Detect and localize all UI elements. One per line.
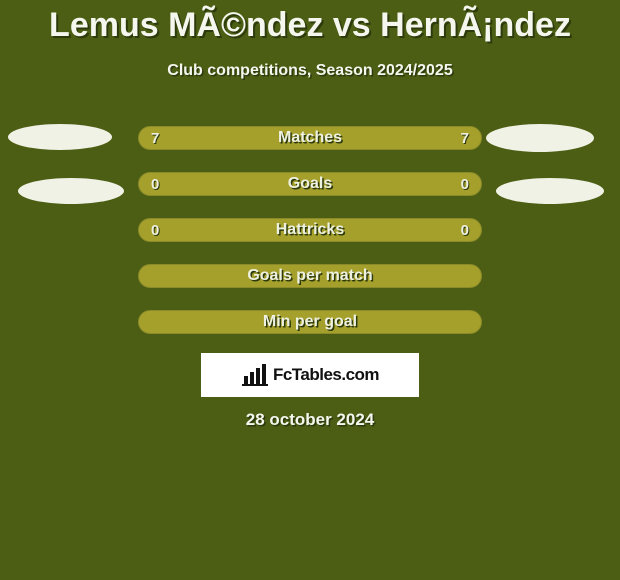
stat-label: Min per goal <box>139 313 481 331</box>
stat-label: Matches <box>139 129 481 147</box>
bar-chart-icon <box>241 364 269 386</box>
stat-label: Goals <box>139 175 481 193</box>
stat-label: Hattricks <box>139 221 481 239</box>
stat-bar-goals-per-match: Goals per match <box>138 264 482 288</box>
page-subtitle: Club competitions, Season 2024/2025 <box>0 62 620 80</box>
stat-left-value: 0 <box>151 222 171 239</box>
stat-bar-matches: 7 Matches 7 <box>138 126 482 150</box>
page-title: Lemus MÃ©ndez vs HernÃ¡ndez <box>0 6 620 45</box>
stat-left-value: 7 <box>151 130 171 147</box>
stage: Lemus MÃ©ndez vs HernÃ¡ndez Club competi… <box>0 0 620 580</box>
stat-bar-hattricks: 0 Hattricks 0 <box>138 218 482 242</box>
stat-bar-goals: 0 Goals 0 <box>138 172 482 196</box>
date-label: 28 october 2024 <box>0 410 620 430</box>
player-ellipse-right-1 <box>486 124 594 152</box>
player-ellipse-left-1 <box>8 124 112 150</box>
stat-right-value: 7 <box>449 130 469 147</box>
stat-left-value: 0 <box>151 176 171 193</box>
logo-text: FcTables.com <box>273 365 379 385</box>
stat-label: Goals per match <box>139 267 481 285</box>
stat-right-value: 0 <box>449 176 469 193</box>
player-ellipse-left-2 <box>18 178 124 204</box>
player-ellipse-right-2 <box>496 178 604 204</box>
stat-right-value: 0 <box>449 222 469 239</box>
stat-bar-min-per-goal: Min per goal <box>138 310 482 334</box>
fctables-logo: FcTables.com <box>201 353 419 397</box>
